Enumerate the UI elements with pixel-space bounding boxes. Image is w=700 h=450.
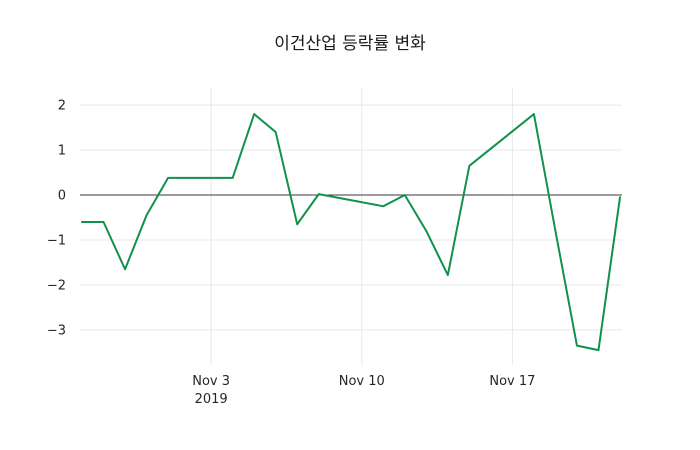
x-tick-label: Nov 10 — [339, 374, 385, 389]
y-tick-label: 0 — [58, 189, 66, 204]
price-change-line — [81, 113, 621, 352]
x-tick-sublabel: 2019 — [195, 392, 228, 407]
chart-title: 이건산업 등락률 변화 — [274, 34, 426, 54]
y-tick-label: −2 — [47, 278, 66, 293]
y-tick-label: 1 — [58, 144, 66, 159]
x-tick-label: Nov 3 — [192, 374, 230, 389]
y-tick-label: −3 — [47, 323, 66, 338]
x-tick-label: Nov 17 — [489, 374, 535, 389]
y-tick-label: −1 — [47, 233, 66, 248]
y-tick-label: 2 — [58, 99, 66, 114]
